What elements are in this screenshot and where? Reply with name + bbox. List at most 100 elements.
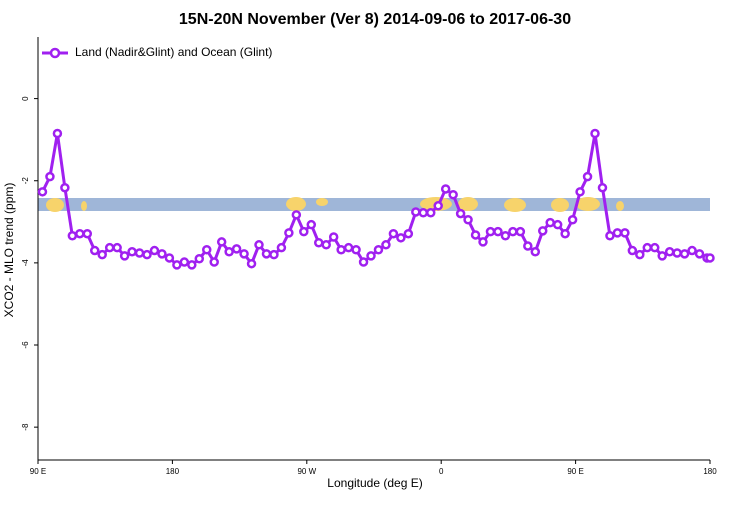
data-point xyxy=(127,247,137,257)
data-point xyxy=(575,187,585,197)
data-point xyxy=(388,228,399,239)
data-point xyxy=(672,248,682,258)
data-point xyxy=(642,242,653,253)
data-point xyxy=(411,207,421,217)
y-tick-label: 0 xyxy=(21,96,30,101)
data-point xyxy=(358,257,369,267)
data-point xyxy=(75,228,85,239)
data-point xyxy=(560,228,570,239)
data-point xyxy=(463,215,473,225)
data-point xyxy=(60,182,70,193)
data-point xyxy=(567,215,578,225)
data-point xyxy=(396,233,406,243)
data-point xyxy=(440,184,451,194)
data-point xyxy=(537,226,548,236)
data-point xyxy=(343,242,354,253)
data-point xyxy=(523,241,533,251)
y-tick-label: -8 xyxy=(21,423,30,431)
data-point xyxy=(321,240,331,250)
data-point xyxy=(455,208,466,219)
land-ocean-band xyxy=(38,198,710,211)
data-point xyxy=(373,244,384,255)
data-point xyxy=(366,251,376,261)
data-point xyxy=(149,245,160,256)
data-point xyxy=(403,228,414,239)
data-point xyxy=(276,242,287,253)
x-tick-label: 180 xyxy=(166,467,180,476)
data-point xyxy=(418,208,429,218)
data-point xyxy=(635,249,645,260)
y-tick-label: -4 xyxy=(21,259,30,267)
data-point xyxy=(470,230,481,240)
data-point xyxy=(172,260,182,270)
x-tick-label: 90 E xyxy=(567,467,583,476)
data-point xyxy=(52,128,63,139)
data-point xyxy=(246,258,257,269)
data-point xyxy=(493,226,503,237)
data-point xyxy=(679,249,690,259)
data-point xyxy=(425,208,436,218)
data-point xyxy=(328,232,339,242)
data-point xyxy=(97,249,107,260)
data-point xyxy=(157,249,167,259)
data-point xyxy=(104,242,115,253)
data-point xyxy=(306,219,317,230)
data-point xyxy=(605,231,615,241)
data-point xyxy=(485,226,496,237)
data-point xyxy=(478,237,488,247)
data-point xyxy=(530,247,541,257)
data-point xyxy=(112,242,122,253)
data-point xyxy=(694,249,705,259)
data-point xyxy=(313,238,324,248)
data-point xyxy=(582,171,593,182)
data-point xyxy=(216,237,227,247)
data-point xyxy=(119,251,130,261)
data-point xyxy=(620,228,630,238)
data-point xyxy=(261,249,272,259)
data-point xyxy=(269,249,279,260)
y-axis-label: XCO2 - MLO trend (ppm) xyxy=(2,183,16,318)
data-point xyxy=(45,171,55,182)
data-point xyxy=(82,228,93,239)
data-point xyxy=(649,242,660,253)
x-tick-label: 90 W xyxy=(297,467,316,476)
data-point xyxy=(201,244,212,255)
data-point xyxy=(500,231,511,241)
data-point xyxy=(381,240,391,250)
data-point xyxy=(508,226,518,237)
data-point xyxy=(515,226,526,237)
data-point xyxy=(67,231,78,241)
data-point xyxy=(552,219,563,230)
data-point xyxy=(284,228,294,238)
data-point xyxy=(224,247,234,257)
x-tick-label: 90 E xyxy=(30,467,46,476)
legend-marker xyxy=(49,47,61,59)
data-point xyxy=(657,251,667,261)
data-point xyxy=(194,254,205,264)
data-point xyxy=(545,217,555,228)
data-point xyxy=(627,245,638,256)
data-point xyxy=(179,257,190,267)
data-point xyxy=(142,249,152,260)
data-point xyxy=(209,257,219,267)
data-point xyxy=(336,244,346,255)
data-point xyxy=(291,210,302,220)
data-point xyxy=(705,253,715,263)
data-point xyxy=(37,187,48,197)
data-point xyxy=(89,245,100,256)
data-point xyxy=(299,226,309,237)
data-point xyxy=(231,244,242,254)
data-point xyxy=(597,182,608,193)
y-tick-label: -6 xyxy=(21,341,30,349)
data-point xyxy=(590,128,600,139)
x-axis-label: Longitude (deg E) xyxy=(327,476,422,490)
data-point xyxy=(239,249,249,259)
chart-title: 15N-20N November (Ver 8) 2014-09-06 to 2… xyxy=(179,11,571,28)
data-point xyxy=(664,247,675,257)
data-point xyxy=(351,244,361,255)
data-point xyxy=(187,260,197,270)
data-point xyxy=(433,201,443,211)
data-point xyxy=(448,189,458,200)
data-point xyxy=(254,240,264,250)
